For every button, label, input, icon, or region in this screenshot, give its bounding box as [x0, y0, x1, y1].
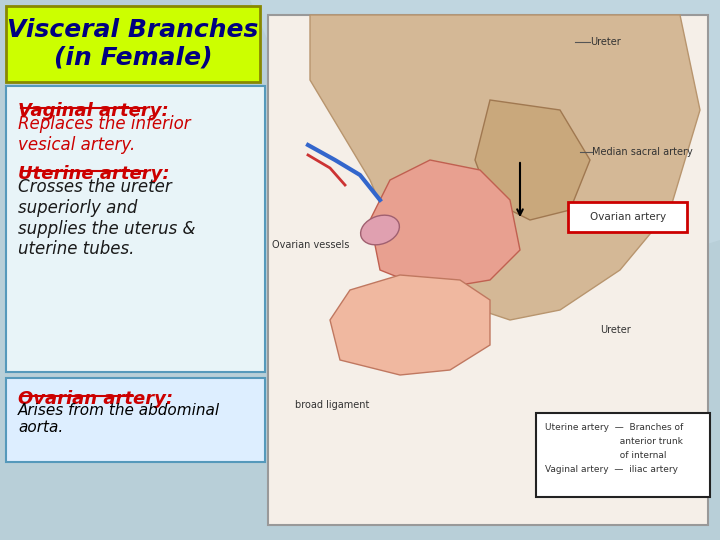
FancyBboxPatch shape	[268, 15, 708, 525]
Text: Visceral Branches
(in Female): Visceral Branches (in Female)	[7, 18, 258, 70]
Text: Uterine artery:: Uterine artery:	[18, 165, 170, 183]
Text: Vaginal artery  —  iliac artery: Vaginal artery — iliac artery	[545, 465, 678, 474]
Text: Ovarian vessels: Ovarian vessels	[272, 240, 349, 250]
Text: Ureter: Ureter	[600, 325, 631, 335]
Polygon shape	[330, 275, 490, 375]
Text: Ovarian artery:: Ovarian artery:	[18, 390, 173, 408]
Text: Crosses the ureter
superiorly and
supplies the uterus &
uterine tubes.: Crosses the ureter superiorly and suppli…	[18, 178, 196, 259]
FancyBboxPatch shape	[568, 202, 687, 232]
FancyBboxPatch shape	[6, 378, 265, 462]
Text: Uterine artery  —  Branches of: Uterine artery — Branches of	[545, 423, 683, 432]
Text: of internal: of internal	[545, 451, 667, 460]
Polygon shape	[310, 15, 700, 320]
Text: Vaginal artery:: Vaginal artery:	[18, 102, 168, 120]
Text: Median sacral artery: Median sacral artery	[592, 147, 693, 157]
Ellipse shape	[361, 215, 400, 245]
Text: Ureter: Ureter	[590, 37, 621, 47]
Text: Arises from the abdominal
aorta.: Arises from the abdominal aorta.	[18, 403, 220, 435]
Polygon shape	[370, 160, 520, 290]
FancyBboxPatch shape	[6, 86, 265, 372]
Text: Replaces the inferior
vesical artery.: Replaces the inferior vesical artery.	[18, 115, 191, 154]
Text: broad ligament: broad ligament	[295, 400, 369, 410]
Polygon shape	[475, 100, 590, 220]
Text: Ovarian artery: Ovarian artery	[590, 212, 666, 222]
FancyBboxPatch shape	[536, 413, 710, 497]
FancyBboxPatch shape	[6, 6, 260, 82]
Text: anterior trunk: anterior trunk	[545, 437, 683, 446]
Polygon shape	[250, 0, 720, 340]
